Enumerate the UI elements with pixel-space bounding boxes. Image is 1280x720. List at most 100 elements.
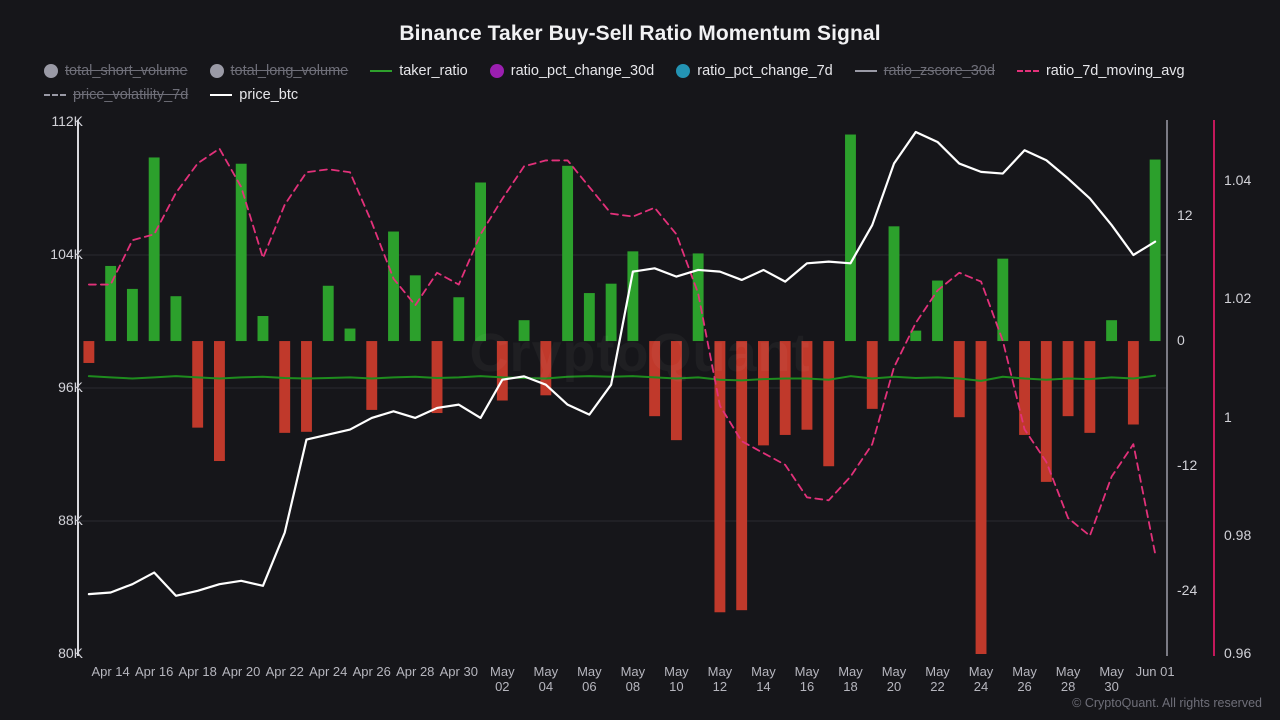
bar[interactable] bbox=[518, 320, 530, 342]
r2-tick-label: 1.04 bbox=[1224, 172, 1252, 189]
bar[interactable] bbox=[170, 296, 182, 342]
bar[interactable] bbox=[126, 288, 138, 342]
plot-canvas bbox=[78, 130, 1166, 654]
bar[interactable] bbox=[366, 341, 378, 410]
legend-marker-dash-icon bbox=[1016, 70, 1039, 72]
bar[interactable] bbox=[910, 330, 922, 342]
legend-label: total_long_volume bbox=[230, 63, 349, 79]
bar[interactable] bbox=[583, 293, 595, 342]
legend-item-total-short-volume[interactable]: total_short_volume bbox=[44, 60, 188, 82]
bar[interactable] bbox=[235, 163, 247, 342]
bar[interactable] bbox=[192, 341, 204, 428]
bar[interactable] bbox=[888, 226, 900, 342]
legend-label: taker_ratio bbox=[399, 63, 468, 79]
legend-label: ratio_pct_change_30d bbox=[510, 63, 655, 79]
x-tick-label: May 10 bbox=[664, 664, 689, 694]
plot-area[interactable] bbox=[78, 122, 1166, 654]
x-tick-label: Apr 26 bbox=[352, 664, 391, 679]
x-tick-label: Apr 18 bbox=[178, 664, 217, 679]
bar[interactable] bbox=[1127, 341, 1139, 425]
bar[interactable] bbox=[997, 258, 1009, 342]
bar[interactable] bbox=[214, 341, 225, 462]
bar[interactable] bbox=[388, 231, 399, 342]
line-ratio-7d-moving-avg bbox=[87, 147, 1157, 555]
legend-item-total-long-volume[interactable]: total_long_volume bbox=[209, 60, 349, 82]
x-tick-label: May 22 bbox=[925, 664, 950, 694]
bar[interactable] bbox=[670, 341, 682, 441]
copyright-notice: © CryptoQuant. All rights reserved bbox=[1072, 696, 1262, 710]
legend-label: price_btc bbox=[239, 87, 299, 103]
bar-series bbox=[83, 134, 1161, 654]
bar[interactable] bbox=[301, 341, 312, 432]
bar[interactable] bbox=[1084, 341, 1096, 433]
legend-item-price-btc[interactable]: price_btc bbox=[210, 84, 298, 106]
page-title: Binance Taker Buy-Sell Ratio Momentum Si… bbox=[399, 22, 881, 45]
x-tick-label: May 06 bbox=[577, 664, 602, 694]
legend-marker-line-icon bbox=[854, 70, 877, 72]
bar[interactable] bbox=[83, 341, 95, 363]
legend-marker-dot-icon bbox=[489, 64, 504, 78]
bar[interactable] bbox=[1106, 320, 1118, 342]
bar[interactable] bbox=[322, 285, 334, 342]
bar[interactable] bbox=[845, 134, 856, 342]
bar[interactable] bbox=[801, 341, 813, 430]
bar[interactable] bbox=[105, 265, 117, 342]
bar[interactable] bbox=[475, 182, 486, 342]
bar[interactable] bbox=[975, 341, 987, 654]
legend-item-ratio-pct-change-7d[interactable]: ratio_pct_change_7d bbox=[676, 60, 833, 82]
bar[interactable] bbox=[627, 251, 639, 342]
right-inner-axis-line bbox=[1166, 120, 1168, 656]
left-tick-label: 104K bbox=[50, 246, 83, 262]
bar[interactable] bbox=[605, 283, 617, 342]
bar[interactable] bbox=[540, 341, 552, 396]
legend-item-taker-ratio[interactable]: taker_ratio bbox=[370, 60, 468, 82]
r2-tick-label: 0.96 bbox=[1224, 645, 1252, 661]
bar[interactable] bbox=[279, 341, 291, 433]
legend-marker-dot-icon bbox=[44, 64, 58, 78]
bar[interactable] bbox=[649, 341, 661, 417]
x-tick-label: Apr 24 bbox=[309, 664, 348, 679]
left-tick-label: 112K bbox=[51, 113, 83, 129]
legend-item-ratio-pct-change-30d[interactable]: ratio_pct_change_30d bbox=[489, 60, 655, 82]
legend-item-ratio-zscore-30d[interactable]: ratio_zscore_30d bbox=[854, 60, 995, 82]
bar[interactable] bbox=[453, 297, 465, 342]
x-tick-label: May 08 bbox=[620, 664, 646, 694]
bar[interactable] bbox=[496, 341, 508, 401]
x-tick-label: May 24 bbox=[968, 664, 994, 694]
x-tick-label: May 30 bbox=[1099, 664, 1124, 694]
x-tick-label: May 26 bbox=[1012, 664, 1037, 694]
legend-marker-line-icon bbox=[210, 94, 233, 96]
r1-tick-label: 0 bbox=[1177, 332, 1185, 349]
bar[interactable] bbox=[736, 341, 748, 611]
bar[interactable] bbox=[1149, 159, 1161, 342]
bar[interactable] bbox=[562, 165, 574, 342]
bar[interactable] bbox=[932, 280, 943, 342]
r2-tick-label: 1.02 bbox=[1224, 290, 1252, 307]
bar[interactable] bbox=[409, 275, 421, 342]
bar[interactable] bbox=[714, 341, 726, 613]
x-tick-label: Apr 30 bbox=[439, 664, 478, 679]
bar[interactable] bbox=[344, 328, 356, 342]
bar[interactable] bbox=[758, 341, 769, 446]
bar[interactable] bbox=[823, 341, 835, 467]
bar[interactable] bbox=[1019, 341, 1030, 435]
bar[interactable] bbox=[1040, 341, 1052, 482]
legend-label: ratio_pct_change_7d bbox=[697, 63, 833, 79]
legend-marker-dash-icon bbox=[44, 94, 66, 96]
legend-item-price-volatility-7d[interactable]: price_volatility_7d bbox=[44, 84, 188, 106]
x-tick-label: May 02 bbox=[490, 664, 515, 694]
chart-legend[interactable]: total_short_volume total_long_volume taker… bbox=[44, 60, 1244, 106]
x-tick-label: Jun 01 bbox=[1135, 664, 1175, 679]
bar[interactable] bbox=[257, 316, 269, 342]
bar[interactable] bbox=[866, 341, 878, 409]
x-tick-label: Apr 14 bbox=[91, 664, 130, 679]
legend-label: price_volatility_7d bbox=[73, 87, 189, 103]
bar[interactable] bbox=[779, 341, 791, 435]
legend-label: ratio_7d_moving_avg bbox=[1045, 63, 1185, 79]
legend-item-ratio-7d-moving-avg[interactable]: ratio_7d_moving_avg bbox=[1016, 60, 1185, 82]
x-tick-label: Apr 16 bbox=[135, 664, 174, 679]
left-tick-label: 80K bbox=[58, 645, 83, 661]
legend-marker-dot-icon bbox=[209, 64, 224, 78]
bar[interactable] bbox=[148, 157, 160, 342]
